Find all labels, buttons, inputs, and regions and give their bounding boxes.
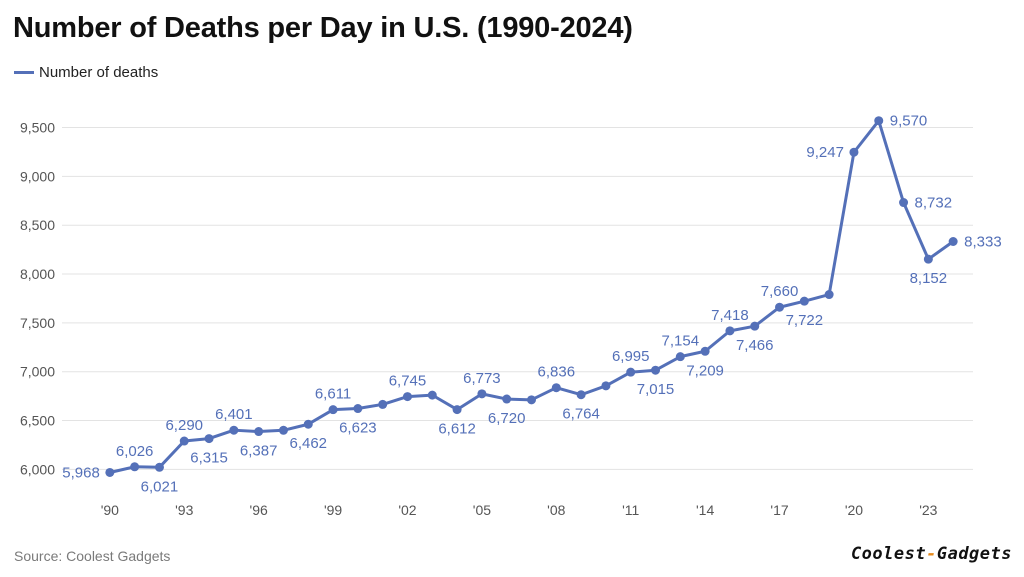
data-point [700,346,710,356]
data-label: 8,333 [964,234,1002,251]
data-point [750,321,760,331]
data-point [105,467,115,477]
legend-label: Number of deaths [39,64,159,81]
y-tick-label: 6,000 [20,461,55,477]
y-tick-label: 9,000 [20,168,55,184]
brand-logo: Coolest-Gadgets [851,544,1012,564]
legend: Number of deaths [14,64,158,81]
data-label: 6,021 [141,478,179,495]
data-label: 6,612 [438,421,476,438]
data-point [353,404,363,414]
data-label: 5,968 [62,464,100,481]
data-point [402,392,412,402]
x-tick-label: '23 [919,502,937,518]
data-label: 6,836 [538,364,576,381]
data-label: 6,611 [315,386,351,403]
x-tick-label: '90 [101,502,119,518]
data-label: 8,152 [910,270,948,287]
data-label: 6,773 [463,370,501,387]
data-point [502,394,512,404]
data-point [179,436,189,446]
data-label: 7,015 [637,381,675,398]
data-label: 6,401 [215,406,253,423]
logo-text-part1: Coolest [850,544,927,564]
x-tick-label: '02 [398,502,416,518]
x-tick-label: '93 [175,502,193,518]
data-point [651,365,661,375]
data-label: 7,209 [686,362,724,379]
data-point [154,462,164,472]
x-tick-label: '14 [696,502,714,518]
y-tick-label: 8,000 [20,266,55,282]
x-tick-label: '96 [250,502,268,518]
data-label: 7,418 [711,307,749,324]
logo-text-part2: Gadgets [936,544,1012,564]
data-label: 7,154 [662,333,700,350]
x-tick-label: '08 [547,502,565,518]
data-point [303,419,313,429]
data-point [229,425,239,435]
data-point [849,147,859,157]
data-point [427,390,437,400]
data-label: 6,720 [488,410,526,427]
x-tick-label: '99 [324,502,342,518]
legend-swatch [14,71,34,74]
data-point [551,383,561,393]
data-label: 6,290 [165,417,203,434]
data-label: 6,745 [389,373,427,390]
data-point [799,296,809,306]
data-label: 8,732 [915,195,953,212]
data-point [775,302,785,312]
data-point [626,367,636,377]
data-point [874,116,884,126]
data-label: 6,764 [562,406,600,423]
data-label: 6,462 [289,435,327,452]
y-tick-label: 6,500 [20,413,55,429]
chart-title: Number of Deaths per Day in U.S. (1990-2… [13,12,633,44]
data-label: 6,315 [190,450,228,467]
data-point [948,237,958,247]
data-point [675,352,685,362]
data-label: 7,466 [736,337,774,354]
y-tick-label: 9,500 [20,120,55,136]
y-tick-label: 7,500 [20,315,55,331]
data-point [725,326,735,336]
data-point [130,462,140,472]
data-label: 7,722 [786,312,824,329]
logo-dash: - [926,544,937,564]
data-point [527,395,536,405]
x-tick-label: '11 [622,502,639,518]
data-point [204,434,214,444]
data-point [477,389,487,399]
data-point [378,399,388,409]
source-note: Source: Coolest Gadgets [14,548,171,564]
x-tick-label: '05 [473,502,491,518]
data-point [278,425,288,435]
data-point [824,290,834,300]
y-tick-label: 8,500 [20,217,55,233]
y-tick-label: 7,000 [20,364,55,380]
data-label: 6,387 [240,443,278,460]
data-point [328,405,338,415]
data-point [452,405,462,415]
data-label: 9,247 [806,144,844,161]
x-tick-label: '20 [845,502,863,518]
data-label: 6,623 [339,420,377,437]
data-label: 9,570 [890,113,928,130]
data-label: 7,660 [761,283,799,300]
x-tick-label: '17 [770,502,788,518]
data-label: 6,026 [116,443,154,460]
data-point [923,254,933,264]
data-point [601,381,611,391]
data-point [899,198,909,208]
data-point [254,427,264,437]
data-point [576,390,586,400]
data-label: 6,995 [612,348,650,365]
